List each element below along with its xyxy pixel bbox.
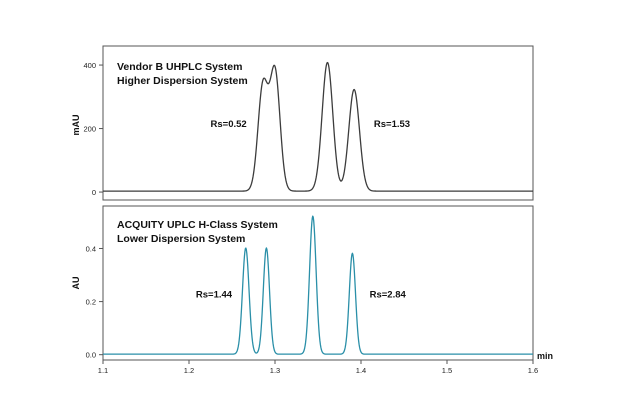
bottom-y-tick-label: 0.4 (86, 244, 96, 253)
x-axis-label: min (537, 351, 553, 361)
top-resolution-labels: Rs=0.52 Rs=1.53 (211, 119, 411, 130)
bottom-resolution-label: Rs=2.84 (370, 290, 407, 301)
x-axis-ticks: 1.1 1.2 1.3 1.4 1.5 1.6 (98, 360, 538, 375)
top-y-tick-label: 200 (83, 125, 96, 134)
x-tick-label: 1.5 (442, 366, 452, 375)
x-tick-label: 1.6 (528, 366, 538, 375)
bottom-y-tick-label: 0.0 (86, 351, 96, 360)
top-panel-title-line1: Vendor B UHPLC System (117, 61, 242, 73)
x-tick-label: 1.3 (270, 366, 280, 375)
bottom-panel-frame (102, 205, 534, 361)
x-tick-label: 1.1 (98, 366, 108, 375)
top-y-ticks: 0 200 400 (83, 61, 103, 197)
top-series-line (102, 61, 534, 192)
top-panel-title-line2: Higher Dispersion System (117, 75, 248, 87)
top-resolution-label: Rs=1.53 (374, 119, 410, 130)
bottom-resolution-label: Rs=1.44 (196, 290, 233, 301)
bottom-resolution-labels: Rs=1.44 Rs=2.84 (196, 290, 407, 301)
bottom-y-axis-label: AU (71, 277, 81, 290)
bottom-panel-title-line1: ACQUITY UPLC H-Class System (117, 219, 278, 231)
top-panel-frame (102, 45, 534, 201)
x-tick-label: 1.2 (184, 366, 194, 375)
top-y-tick-label: 0 (92, 188, 96, 197)
bottom-panel: ACQUITY UPLC H-Class System Lower Disper… (71, 205, 553, 375)
bottom-trace (102, 215, 534, 355)
bottom-y-ticks: 0.0 0.2 0.4 (86, 244, 103, 360)
top-trace (102, 61, 534, 192)
top-resolution-label: Rs=0.52 (211, 119, 247, 130)
bottom-series-line (102, 215, 534, 355)
top-y-axis-label: mAU (71, 114, 81, 135)
x-tick-label: 1.4 (356, 366, 366, 375)
bottom-panel-title-line2: Lower Dispersion System (117, 233, 245, 245)
top-y-tick-label: 400 (83, 61, 96, 70)
bottom-y-tick-label: 0.2 (86, 298, 96, 307)
top-panel: Vendor B UHPLC System Higher Dispersion … (71, 45, 534, 201)
